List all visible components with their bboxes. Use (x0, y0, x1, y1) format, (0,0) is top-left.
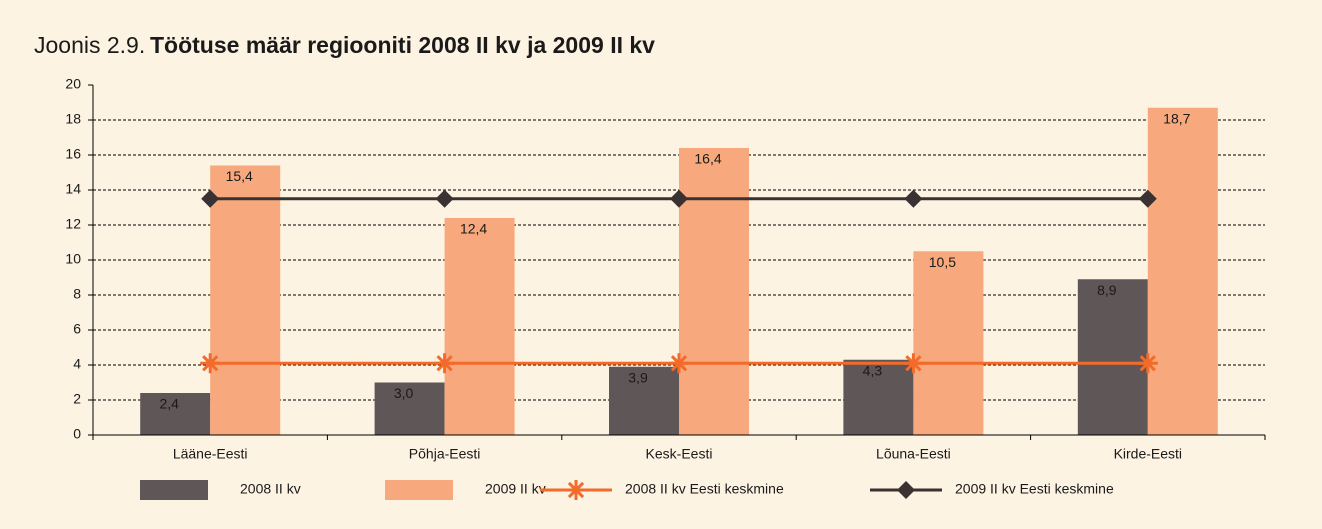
bar (679, 148, 749, 435)
marker (669, 353, 689, 374)
value-label: 15,4 (226, 168, 253, 184)
value-label: 12,4 (460, 221, 487, 237)
y-tick-label: 12 (65, 216, 81, 232)
value-label: 16,4 (694, 151, 721, 167)
marker (435, 189, 454, 208)
y-tick-label: 16 (65, 146, 81, 162)
bar (210, 165, 281, 435)
value-label: 3,0 (394, 385, 414, 401)
marker (1137, 353, 1158, 374)
value-label: 4,3 (863, 362, 883, 378)
legend-label: 2008 II kv Eesti keskmine (625, 481, 784, 497)
value-label: 10,5 (929, 254, 956, 270)
legend-label: 2009 II kv (485, 481, 546, 497)
bar (1147, 107, 1218, 435)
legend-swatch (140, 480, 208, 500)
legend-marker (897, 481, 915, 499)
marker (200, 353, 221, 374)
value-label: 3,9 (628, 369, 648, 385)
y-tick-label: 14 (65, 181, 81, 197)
bar (1077, 279, 1148, 435)
value-label: 18,7 (1163, 110, 1190, 126)
legend-marker (566, 480, 586, 500)
legend-swatch (385, 480, 453, 500)
y-tick-label: 0 (73, 426, 81, 442)
x-tick-label: Lõuna-Eesti (876, 446, 951, 462)
chart-title: Töötuse määr regiooniti 2008 II kv ja 20… (150, 32, 655, 58)
value-label: 8,9 (1097, 282, 1117, 298)
y-tick-label: 18 (65, 111, 81, 127)
figure-label: Joonis 2.9. (34, 32, 145, 58)
marker (903, 353, 924, 374)
marker (904, 189, 923, 208)
bar (913, 251, 984, 435)
value-label: 2,4 (159, 396, 179, 412)
legend-label: 2008 II kv (240, 481, 301, 497)
x-tick-label: Kirde-Eesti (1114, 446, 1182, 462)
y-tick-label: 8 (73, 286, 81, 302)
x-tick-label: Lääne-Eesti (173, 446, 248, 462)
bar (843, 359, 914, 435)
y-tick-label: 6 (73, 321, 81, 337)
bar (374, 382, 445, 435)
x-tick-label: Põhja-Eesti (409, 446, 481, 462)
marker (201, 189, 220, 208)
legend-label: 2009 II kv Eesti keskmine (955, 481, 1114, 497)
x-tick-label: Kesk-Eesti (646, 446, 713, 462)
bar (609, 366, 679, 435)
marker (1138, 189, 1157, 208)
y-tick-label: 2 (73, 391, 81, 407)
bar (444, 218, 515, 435)
bar (140, 393, 211, 435)
marker (434, 353, 455, 374)
y-tick-label: 4 (73, 356, 81, 372)
marker (670, 189, 688, 208)
y-tick-label: 20 (65, 76, 81, 92)
y-tick-label: 10 (65, 251, 81, 267)
